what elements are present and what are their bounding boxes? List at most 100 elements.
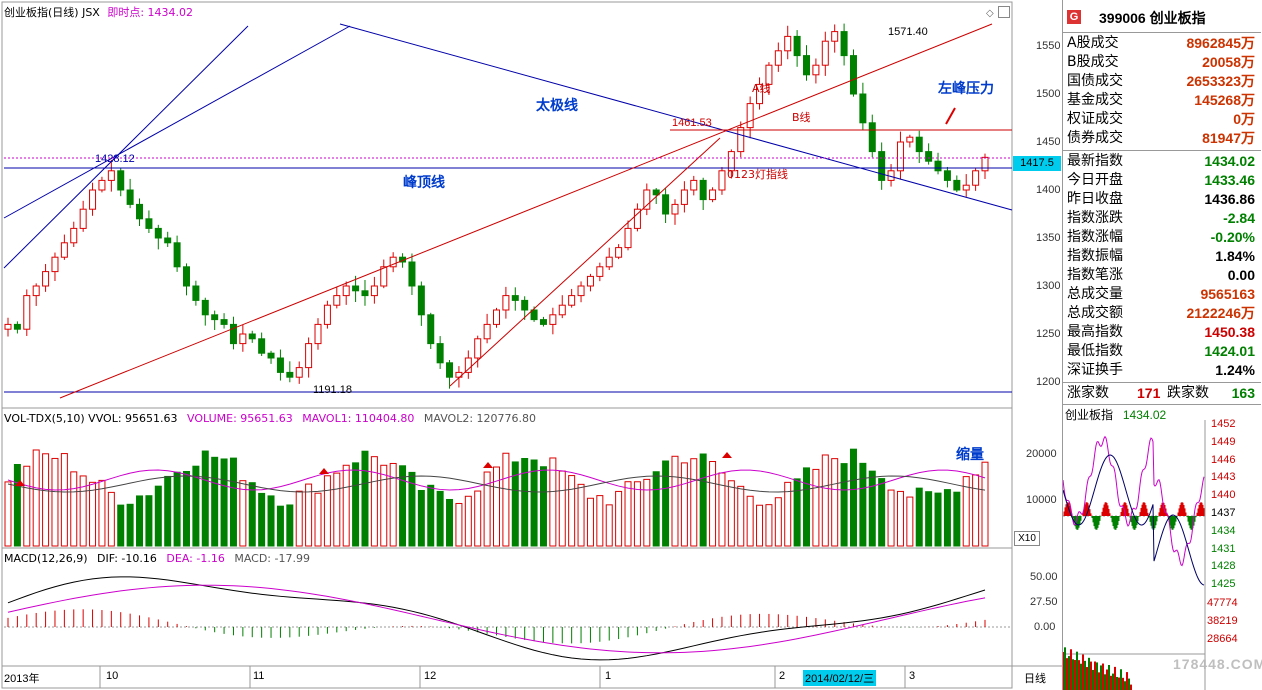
volume-bar — [455, 502, 463, 547]
vol-up-arrow — [15, 480, 25, 486]
y-tick: 1450 — [1036, 136, 1061, 148]
volume-bar — [173, 471, 181, 547]
volume-bar — [154, 485, 162, 547]
candle-body — [793, 35, 801, 57]
stat-value: 1433.46 — [1204, 172, 1255, 188]
candle-body — [633, 208, 641, 229]
candle-body — [878, 151, 886, 181]
volume-bar — [502, 452, 510, 547]
stat-label: 最高指数 — [1067, 324, 1123, 340]
mini-y-tick: 1428 — [1211, 560, 1236, 573]
stat-row: 国债成交 2653323万 — [1067, 72, 1259, 91]
vol-volume: VOLUME: 95651.63 — [187, 412, 293, 425]
vol-unit-button[interactable]: X10 — [1014, 531, 1040, 546]
stat-value: -2.84 — [1223, 210, 1255, 226]
candle-body — [126, 189, 134, 205]
volume-bar — [577, 483, 585, 547]
candle-body — [680, 189, 688, 205]
mini-vol-tick: 28664 — [1207, 633, 1238, 645]
candle-body — [502, 295, 510, 311]
candle-body — [746, 103, 754, 129]
candle-body — [201, 299, 209, 316]
mavol1-line — [7, 469, 986, 491]
x-cursor-date: 2014/02/12/三 — [803, 670, 877, 686]
stat-row: 最低指数 1424.01 — [1067, 342, 1259, 361]
kline-chart-area[interactable]: 创业板指(日线) JSX 即时点: 1434.02 ◇ VOL-TDX(5,10… — [0, 0, 1062, 690]
candle-body — [192, 285, 200, 301]
volume-bar — [323, 475, 331, 547]
volume-bar — [342, 464, 350, 547]
volume-bar — [727, 480, 735, 547]
candle-body — [98, 179, 106, 191]
candle-body — [89, 189, 97, 210]
candle-body — [624, 227, 632, 249]
vol-up-arrow — [483, 462, 493, 468]
candle-body — [803, 55, 811, 76]
volume-bar — [295, 490, 303, 547]
candle-body — [239, 333, 247, 345]
candle-body — [962, 184, 970, 191]
candle-body — [464, 357, 472, 373]
stat-row: 今日开盘 1433.46 — [1067, 171, 1259, 190]
vol-mavol2: MAVOL2: 120776.80 — [423, 412, 537, 425]
stat-label: 总成交额 — [1067, 305, 1123, 321]
divider — [1063, 150, 1261, 151]
vol-up-arrow — [319, 468, 329, 474]
period-button[interactable]: 日线 — [1024, 673, 1046, 685]
candle-body — [493, 309, 500, 325]
volume-bar — [709, 461, 717, 547]
candle-body — [756, 83, 764, 105]
volume-bar — [4, 481, 12, 547]
candle-body — [276, 357, 284, 373]
volume-bar — [746, 495, 754, 547]
volume-bar — [539, 466, 547, 547]
candle-body — [859, 93, 867, 124]
candle-body — [840, 31, 848, 57]
x-label: 1 — [605, 670, 612, 682]
annotation-shrinking-volume: 缩量 — [956, 447, 984, 463]
candle-body — [248, 333, 256, 340]
volume-bar — [436, 490, 444, 547]
stat-row: 指数涨跌 -2.84 — [1067, 209, 1259, 228]
y-tick: 1200 — [1036, 376, 1061, 388]
candle-body — [596, 266, 604, 277]
candle-body — [408, 261, 416, 287]
volume-bar — [596, 495, 604, 547]
volume-bar — [380, 464, 388, 547]
chart-canvas[interactable] — [0, 0, 1062, 690]
stat-value: 81947万 — [1202, 130, 1255, 146]
intraday-mini-chart[interactable] — [1063, 420, 1261, 690]
volume-bar — [784, 481, 792, 547]
candle-body — [136, 203, 144, 220]
candle-body — [436, 343, 444, 364]
vol-mavol1: MAVOL1: 110404.80 — [302, 412, 415, 425]
chart-options-icon[interactable]: ◇ — [986, 8, 994, 19]
stat-row: 指数振幅 1.84% — [1067, 247, 1259, 266]
volume-bar — [803, 467, 811, 547]
volume-bar — [126, 503, 134, 547]
volume-bar — [427, 484, 435, 547]
volume-bar — [276, 505, 284, 547]
annotation-left-peak-pressure: 左峰压力 — [938, 81, 994, 97]
candle-body — [652, 189, 660, 196]
x-label: 10 — [106, 670, 119, 682]
mini-y-tick: 1452 — [1211, 418, 1236, 430]
divider — [1063, 382, 1261, 383]
volume-bar — [389, 462, 397, 547]
maximize-icon[interactable] — [998, 6, 1010, 18]
stat-label: B股成交 — [1067, 54, 1119, 70]
candle-body — [107, 170, 115, 181]
cross-price-label: 1461.53 — [672, 117, 712, 129]
volume-bar — [511, 461, 519, 547]
volume-bar — [521, 458, 529, 547]
y-tick: 1350 — [1036, 232, 1061, 244]
candle-body — [154, 227, 162, 239]
candle-body — [229, 323, 237, 345]
stat-value: 1436.86 — [1204, 191, 1255, 207]
candle-body — [164, 237, 172, 244]
high-price-label: 1571.40 — [888, 26, 928, 38]
volume-bar — [483, 471, 491, 547]
stat-row: 总成交额 2122246万 — [1067, 304, 1259, 323]
candle-body — [662, 194, 670, 215]
stat-label: 指数笔涨 — [1067, 267, 1123, 283]
